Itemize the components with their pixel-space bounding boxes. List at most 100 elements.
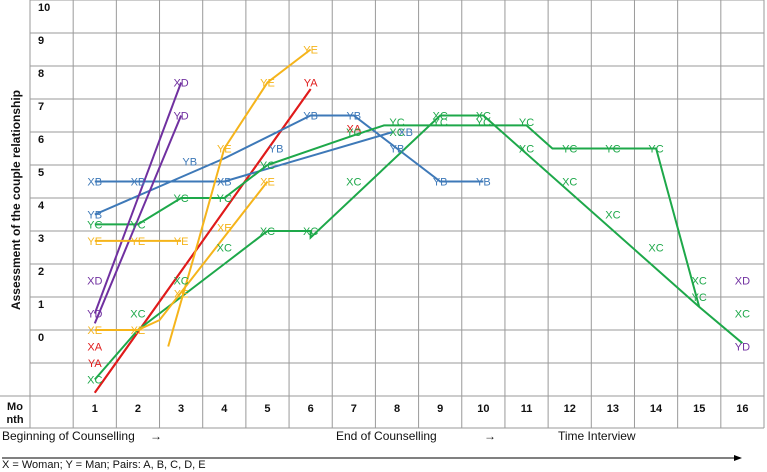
x-tick-labels: 1 2 3 4 5 6 7 8 9 10 11 12 13 14 15 16	[92, 403, 749, 415]
x-tick-label: 6	[308, 403, 314, 415]
point-label-xc: XC	[173, 276, 188, 288]
phase-beginning-arrow: →	[150, 429, 162, 443]
series-line-xd	[93, 82, 183, 314]
y-axis-label: Assessment of the couple relationship	[9, 90, 23, 310]
point-label-xc: XC	[87, 375, 102, 387]
series-line-ye-2	[167, 48, 312, 347]
x-tick-label: 15	[693, 403, 705, 415]
point-label-yc: YC	[648, 144, 663, 156]
x-tick-label: 4	[221, 403, 228, 415]
point-label-xe: XE	[87, 325, 102, 337]
y-tick-label: 0	[38, 332, 44, 344]
series-line-yc	[94, 124, 701, 308]
point-label-xc: XC	[692, 276, 707, 288]
grid	[0, 0, 765, 429]
point-label-yc: YC	[476, 117, 491, 129]
phase-time-interview: Time Interview	[558, 429, 636, 443]
point-label-ya: YA	[88, 358, 103, 370]
point-label-xd: XD	[87, 276, 102, 288]
point-label-yd: YD	[735, 342, 750, 354]
y-tick-labels: 0 1 2 3 4 5 6 7 8 9 10	[38, 2, 50, 344]
point-label-xc: XC	[260, 226, 275, 238]
point-label-xc: XC	[130, 309, 145, 321]
y-tick-label: 9	[38, 35, 44, 47]
x-tick-label: 7	[351, 403, 357, 415]
point-label-yc: YC	[389, 117, 404, 129]
point-label-xb: XB	[131, 177, 146, 189]
point-label-xa: XA	[346, 124, 361, 136]
point-label-yc: YC	[130, 219, 145, 231]
point-label-xb: XB	[398, 127, 413, 139]
series-line-yb	[94, 114, 484, 216]
point-label-yc: YC	[346, 127, 361, 139]
phase-end: End of Counselling	[336, 429, 437, 443]
x-tick-label: 13	[607, 403, 619, 415]
point-label-xc: XC	[303, 226, 318, 238]
y-tick-label: 1	[38, 299, 44, 311]
point-label-yb: YB	[476, 177, 491, 189]
phase-end-arrow: →	[484, 429, 496, 443]
x-tick-label: 10	[477, 403, 489, 415]
time-axis-arrowhead	[734, 455, 742, 461]
series-line-xe	[94, 180, 269, 331]
point-label-yc: YC	[519, 117, 534, 129]
y-tick-label: 3	[38, 233, 44, 245]
series-line-yd	[93, 115, 183, 324]
legend-text: X = Woman; Y = Man; Pairs: A, B, C, D, E	[2, 459, 206, 471]
point-label-yd: YD	[87, 309, 102, 321]
y-tick-label: 8	[38, 68, 44, 80]
point-label-xa: XA	[87, 342, 102, 354]
month-label-1: Mo	[7, 401, 23, 413]
point-label-yb: YB	[303, 111, 318, 123]
point-label-yb: YB	[87, 210, 102, 222]
point-label-xd: XD	[735, 276, 750, 288]
phase-beginning: Beginning of Counselling	[2, 429, 135, 443]
point-label-yc: YC	[217, 193, 232, 205]
point-label-yc: YC	[605, 144, 620, 156]
point-label-yc: YC	[692, 292, 707, 304]
point-label-ye-2: YE	[303, 45, 318, 57]
x-tick-label: 1	[92, 403, 98, 415]
series-line-ya	[93, 88, 312, 394]
point-label-xc: XC	[648, 243, 663, 255]
point-label-xc: XC	[476, 111, 491, 123]
point-label-yc: YC	[173, 193, 188, 205]
series-line-xb	[94, 131, 393, 183]
point-labels: XA XA YA YA XB XB XB XB YB YB YB YB YB YB YB YB XC XC XC XC…	[87, 45, 750, 387]
point-label-yd: YD	[173, 111, 188, 123]
x-tick-label: 11	[521, 403, 533, 415]
x-tick-label: 8	[394, 403, 400, 415]
y-tick-label: 7	[38, 101, 44, 113]
y-tick-label: 4	[38, 200, 45, 212]
point-label-xc: XC	[433, 111, 448, 123]
point-label-xe: XE	[131, 325, 146, 337]
point-label-xc: XC	[562, 177, 577, 189]
point-label-ye: YE	[174, 236, 189, 248]
y-tick-label: 2	[38, 266, 44, 278]
point-label-ye: YE	[131, 236, 146, 248]
point-label-ye-2: YE	[217, 144, 232, 156]
point-label-xc: XC	[735, 309, 750, 321]
point-label-xe: XE	[174, 289, 189, 301]
point-label-xd: XD	[173, 78, 188, 90]
point-label-ye-2: YE	[260, 78, 275, 90]
point-label-xc: XC	[346, 177, 361, 189]
point-label-yc: YC	[433, 117, 448, 129]
point-label-yc: YC	[260, 160, 275, 172]
point-label-xe: XE	[217, 223, 232, 235]
point-label-xc: XC	[217, 243, 232, 255]
point-label-yb: YB	[346, 111, 361, 123]
x-tick-label: 12	[564, 403, 576, 415]
x-tick-label: 3	[178, 403, 184, 415]
x-tick-label: 9	[437, 403, 443, 415]
x-tick-label: 2	[135, 403, 141, 415]
point-label-yc: YC	[87, 219, 102, 231]
point-label-yb: YB	[390, 144, 405, 156]
point-label-ye: YE	[87, 236, 102, 248]
point-label-yb: YB	[182, 157, 197, 169]
y-tick-label: 6	[38, 134, 44, 146]
point-label-yb: YB	[433, 177, 448, 189]
series-line-xc	[94, 114, 744, 381]
point-label-xc: XC	[519, 144, 534, 156]
